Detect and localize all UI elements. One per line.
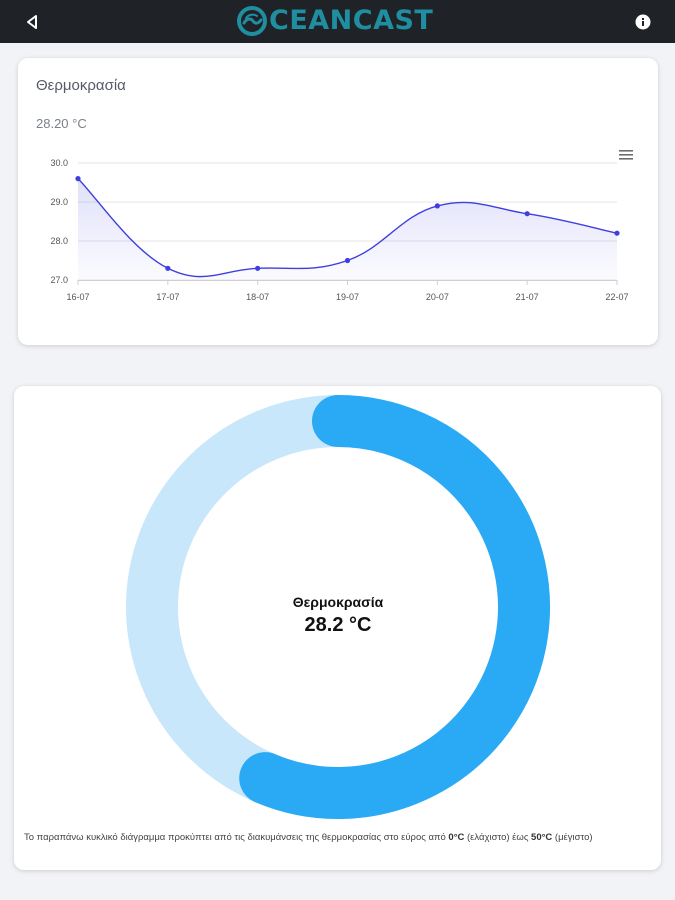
temperature-donut-card: Θερμοκρασία 28.2 °C Το παραπάνω κυκλικό … xyxy=(14,386,661,870)
temperature-line-chart-card: Θερμοκρασία 28.20 °C 30.0 29.0 28.0 27.0 16-… xyxy=(18,58,658,345)
x-tick-label: 20-07 xyxy=(426,292,449,302)
data-point[interactable] xyxy=(255,265,261,271)
chart-title: Θερμοκρασία xyxy=(36,77,126,94)
y-tick-label: 29.0 xyxy=(50,197,68,207)
y-tick-label: 27.0 xyxy=(50,275,68,285)
data-point[interactable] xyxy=(75,176,81,182)
logo-text: CEANCAST xyxy=(269,5,434,36)
y-tick-label: 30.0 xyxy=(50,158,68,168)
app-header: CEANCAST xyxy=(0,0,675,43)
area-fill xyxy=(78,178,617,280)
donut-footnote: Το παραπάνω κυκλικό διάγραμμα προκύπτει … xyxy=(24,832,654,844)
wave-logo-icon xyxy=(237,6,267,36)
footnote-text-3: (μέγιστο) xyxy=(552,832,593,843)
hamburger-menu-icon[interactable] xyxy=(619,148,633,160)
x-tick-label: 18-07 xyxy=(246,292,269,302)
x-tick-label: 22-07 xyxy=(605,292,628,302)
data-point[interactable] xyxy=(165,265,171,271)
data-point[interactable] xyxy=(524,211,530,217)
info-button[interactable] xyxy=(629,8,657,36)
temperature-donut-chart xyxy=(126,395,550,819)
temperature-line-chart: 30.0 29.0 28.0 27.0 16-07 17-07 18-07 19-07 20-0… xyxy=(50,158,628,302)
back-triangle-icon xyxy=(27,15,37,29)
footnote-max: 50°C xyxy=(531,832,553,843)
info-icon xyxy=(635,14,651,30)
footnote-text-2: (ελάχιστο) έως xyxy=(464,832,532,843)
y-tick-label: 28.0 xyxy=(50,236,68,246)
x-tick-label: 19-07 xyxy=(336,292,359,302)
data-point[interactable] xyxy=(614,230,620,236)
data-point[interactable] xyxy=(344,257,351,264)
data-point[interactable] xyxy=(434,203,440,209)
chart-subtitle: 28.20 °C xyxy=(36,116,87,131)
footnote-text-1: Το παραπάνω κυκλικό διάγραμμα προκύπτει … xyxy=(24,832,449,843)
app-logo: CEANCAST xyxy=(237,3,433,39)
x-tick-label: 17-07 xyxy=(156,292,179,302)
back-button[interactable] xyxy=(18,8,46,36)
x-tick-label: 21-07 xyxy=(516,292,539,302)
footnote-min: 0°C xyxy=(448,832,465,843)
donut-value-arc xyxy=(239,395,550,819)
donut-center-label: Θερμοκρασία xyxy=(292,594,384,610)
donut-center-value: 28.2 °C xyxy=(304,614,372,636)
x-tick-label: 16-07 xyxy=(66,292,89,302)
